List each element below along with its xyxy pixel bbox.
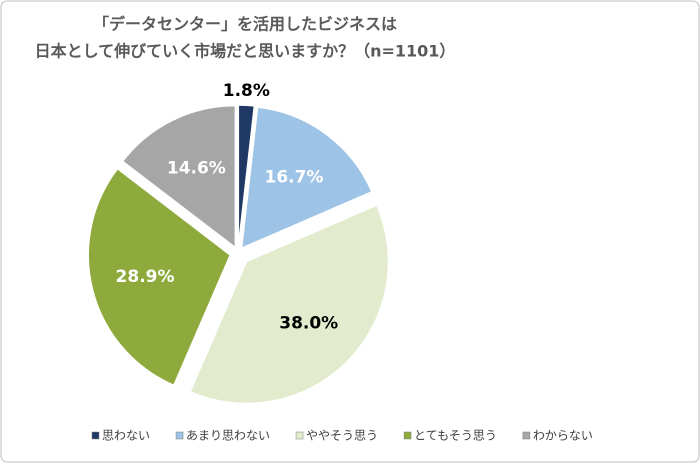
data-label: 16.7% <box>264 167 323 187</box>
data-label: 14.6% <box>167 159 226 179</box>
legend-marker <box>175 431 184 440</box>
legend-marker <box>295 431 304 440</box>
pie-slice <box>121 104 237 250</box>
legend-label: わからない <box>533 429 593 443</box>
chart-title: 日本として伸びていく市場だと思いますか？（n=1101） <box>35 42 456 61</box>
legend-label: ややそう思う <box>306 429 378 443</box>
legend-label: 思わない <box>102 429 150 443</box>
legend-label: あまり思わない <box>186 429 270 443</box>
data-label: 38.0% <box>279 314 338 334</box>
pie-slice <box>87 167 232 387</box>
legend-label: とてもそう思う <box>414 429 497 443</box>
pie-slice <box>189 204 390 405</box>
legend-marker <box>522 431 531 440</box>
data-label: 1.8% <box>223 81 270 101</box>
chart-title: 「データセンター」を活用したビジネスは <box>93 15 397 34</box>
pie-slice <box>237 104 256 248</box>
data-label: 28.9% <box>116 267 175 287</box>
legend-marker <box>403 431 412 440</box>
pie-slice <box>240 106 373 250</box>
legend-marker <box>91 431 100 440</box>
